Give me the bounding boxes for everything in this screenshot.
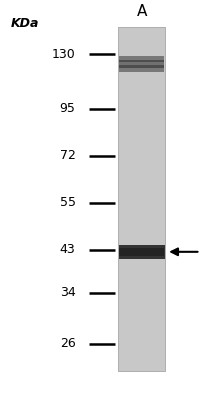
Text: 130: 130 — [52, 48, 75, 61]
Text: A: A — [136, 4, 146, 19]
Bar — [119, 60, 163, 68]
Text: 34: 34 — [59, 286, 75, 300]
Bar — [119, 56, 163, 62]
Text: 72: 72 — [59, 150, 75, 162]
Bar — [118, 27, 164, 371]
Text: 43: 43 — [59, 243, 75, 256]
Text: 26: 26 — [59, 337, 75, 350]
Text: 55: 55 — [59, 196, 75, 209]
Bar — [119, 248, 163, 256]
Bar — [118, 245, 164, 259]
Text: KDa: KDa — [11, 17, 39, 30]
Bar — [119, 66, 163, 72]
Text: 95: 95 — [59, 102, 75, 116]
